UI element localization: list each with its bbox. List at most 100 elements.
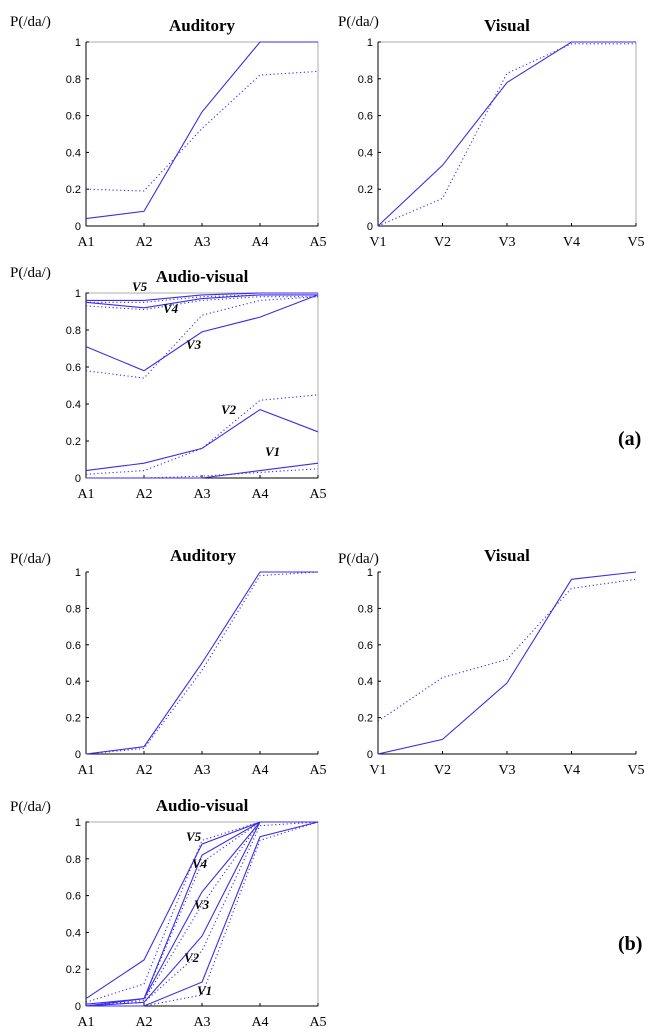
plot-frame xyxy=(85,292,319,479)
x-tick-label: A5 xyxy=(309,235,326,250)
series-line-dotted xyxy=(85,571,319,755)
y-tick-label: 0 xyxy=(367,221,373,233)
y-tick-label: 0 xyxy=(75,749,81,761)
y-tick-label: 0.8 xyxy=(66,854,81,866)
y-tick-label: 0.4 xyxy=(66,676,81,688)
series-line-v5-dotted xyxy=(86,294,318,303)
series-line-v2-solid xyxy=(85,821,318,1007)
y-tick-label: 0.6 xyxy=(358,640,373,652)
series-annotation-v5: V5 xyxy=(132,279,148,294)
series-line-v1-dotted xyxy=(86,468,319,479)
y-tick-label: 0 xyxy=(75,221,81,233)
series-line-solid xyxy=(377,41,636,227)
chart-6: Audio-visual P(/da/) 0 0.2 0.4 0.6 0.8 1 A1 A2 A3 A… xyxy=(10,796,327,1030)
y-tick-label: 0.8 xyxy=(66,74,81,86)
y-axis-label: P(/da/) xyxy=(338,14,379,30)
x-tick-label: V1 xyxy=(369,763,386,778)
chart-title: Audio-visual xyxy=(156,267,249,286)
x-tick-label: A4 xyxy=(251,763,268,778)
y-tick-label: 0.8 xyxy=(66,603,81,615)
series-line-dotted xyxy=(377,578,637,722)
x-tick-label: V3 xyxy=(498,763,515,778)
y-tick-label: 0.8 xyxy=(66,325,81,337)
y-tick-label: 0.6 xyxy=(358,111,373,123)
series-annotation-v1: V1 xyxy=(197,983,212,998)
plot-frame xyxy=(377,41,637,227)
y-tick-label: 0.2 xyxy=(66,184,81,196)
series-line-v2-solid xyxy=(85,408,319,472)
y-tick-label: 0.4 xyxy=(66,399,81,411)
x-tick-label: A2 xyxy=(135,235,152,250)
series-line-solid xyxy=(85,571,318,755)
y-axis-label: P(/da/) xyxy=(10,551,51,567)
panel-label-a: (a) xyxy=(618,428,641,450)
y-tick-label: 1 xyxy=(75,37,81,49)
y-axis-label: P(/da/) xyxy=(10,14,51,30)
x-tick-label: V5 xyxy=(627,763,644,778)
y-tick-label: 1 xyxy=(367,567,373,579)
y-tick-label: 0.2 xyxy=(66,713,81,725)
series-line-v3-solid xyxy=(85,821,318,1007)
plot-frame xyxy=(85,41,319,227)
x-tick-label: A5 xyxy=(309,763,326,778)
x-tick-label: A4 xyxy=(251,487,268,502)
series-line-solid xyxy=(377,571,637,755)
series-line-v2-dotted xyxy=(85,821,319,1007)
x-tick-label: A2 xyxy=(135,1015,152,1030)
series-annotation-v2: V2 xyxy=(184,950,200,965)
y-tick-label: 0.6 xyxy=(66,640,81,652)
chart-4: Auditory P(/da/) 0 0.2 0.4 0.6 0.8 1 A1 A2 A3 A4 A5 xyxy=(10,546,327,778)
y-tick-label: 0.8 xyxy=(358,603,373,615)
series-line-v5-solid xyxy=(86,292,318,301)
series-annotation-v5: V5 xyxy=(186,829,202,844)
y-tick-label: 1 xyxy=(75,567,81,579)
x-tick-label: A5 xyxy=(309,487,326,502)
series-line-v3-dotted xyxy=(85,821,318,1007)
x-tick-label: V4 xyxy=(563,763,580,778)
x-tick-label: V4 xyxy=(563,235,580,250)
series-line-v3-solid xyxy=(85,294,319,372)
y-tick-label: 1 xyxy=(367,37,373,49)
plot-frame xyxy=(85,821,319,1007)
x-tick-label: A1 xyxy=(77,1015,94,1030)
series-line-v4-solid xyxy=(85,821,318,1005)
y-tick-label: 0.6 xyxy=(66,891,81,903)
series-annotation-v3: V3 xyxy=(186,337,202,352)
y-tick-label: 1 xyxy=(75,288,81,300)
series-annotation-v2: V2 xyxy=(221,402,237,417)
series-annotation-v1: V1 xyxy=(265,444,280,459)
x-tick-label: V1 xyxy=(369,235,386,250)
y-axis-label: P(/da/) xyxy=(338,551,379,567)
series-line-v1-dotted xyxy=(86,821,319,1007)
y-tick-label: 0.6 xyxy=(66,362,81,374)
y-tick-label: 0.2 xyxy=(358,184,373,196)
y-tick-label: 0.2 xyxy=(66,964,81,976)
x-tick-label: A1 xyxy=(77,487,94,502)
y-tick-label: 0.6 xyxy=(66,111,81,123)
x-tick-label: V3 xyxy=(498,235,515,250)
series-annotation-v4: V4 xyxy=(163,301,179,316)
x-tick-label: A2 xyxy=(135,487,152,502)
x-tick-label: V2 xyxy=(434,763,451,778)
chart-2: Visual P(/da/) 0 0.2 0.4 0.6 0.8 1 V1 V2 V3 V4 V5 xyxy=(338,14,645,250)
x-tick-label: A3 xyxy=(193,487,210,502)
series-line-v3-dotted xyxy=(85,296,319,379)
series-line-v4-dotted xyxy=(85,821,318,1007)
series-line-v4-solid xyxy=(85,294,318,309)
x-tick-label: A4 xyxy=(251,235,268,250)
x-tick-label: A3 xyxy=(193,1015,210,1030)
series-line-v2-dotted xyxy=(85,394,319,475)
series-line-v4-dotted xyxy=(85,296,318,311)
chart-title: Audio-visual xyxy=(156,796,249,815)
y-axis-label: P(/da/) xyxy=(10,265,51,281)
y-tick-label: 0.2 xyxy=(358,713,373,725)
y-tick-label: 0.2 xyxy=(66,436,81,448)
y-tick-label: 0 xyxy=(75,1001,81,1013)
series-line-solid xyxy=(85,41,318,220)
series-annotation-v4: V4 xyxy=(192,856,208,871)
y-tick-label: 1 xyxy=(75,817,81,829)
chart-3: Audio-visual P(/da/) 0 0.2 0.4 0.6 0.8 1 A1 A2 A3 A… xyxy=(10,265,327,502)
x-tick-label: A3 xyxy=(193,235,210,250)
x-tick-label: A2 xyxy=(135,763,152,778)
x-tick-label: A3 xyxy=(193,763,210,778)
